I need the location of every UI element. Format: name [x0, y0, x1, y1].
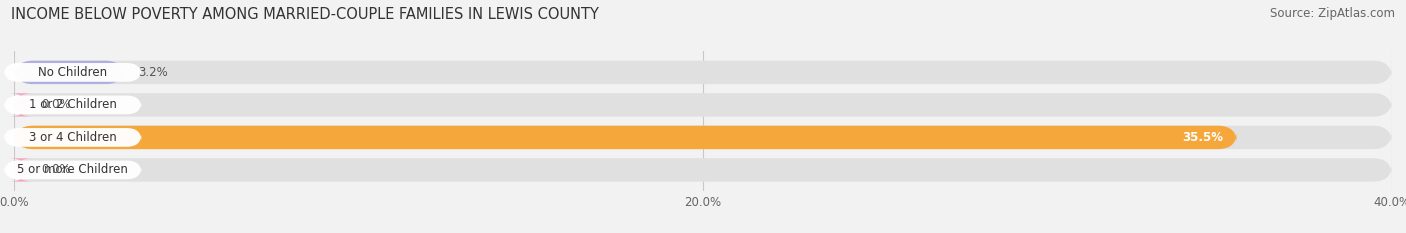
- FancyBboxPatch shape: [4, 63, 142, 82]
- Text: 0.0%: 0.0%: [42, 163, 72, 176]
- Text: 3 or 4 Children: 3 or 4 Children: [28, 131, 117, 144]
- Text: No Children: No Children: [38, 66, 107, 79]
- Text: 0.0%: 0.0%: [42, 98, 72, 111]
- FancyBboxPatch shape: [14, 61, 124, 84]
- FancyBboxPatch shape: [14, 158, 1392, 182]
- FancyBboxPatch shape: [4, 161, 142, 179]
- Text: 1 or 2 Children: 1 or 2 Children: [28, 98, 117, 111]
- FancyBboxPatch shape: [8, 93, 32, 116]
- FancyBboxPatch shape: [4, 128, 142, 147]
- Text: 35.5%: 35.5%: [1182, 131, 1223, 144]
- Text: INCOME BELOW POVERTY AMONG MARRIED-COUPLE FAMILIES IN LEWIS COUNTY: INCOME BELOW POVERTY AMONG MARRIED-COUPL…: [11, 7, 599, 22]
- FancyBboxPatch shape: [14, 93, 1392, 116]
- FancyBboxPatch shape: [14, 126, 1392, 149]
- Text: 3.2%: 3.2%: [138, 66, 167, 79]
- Text: Source: ZipAtlas.com: Source: ZipAtlas.com: [1270, 7, 1395, 20]
- FancyBboxPatch shape: [14, 61, 1392, 84]
- Text: 5 or more Children: 5 or more Children: [17, 163, 128, 176]
- FancyBboxPatch shape: [4, 96, 142, 114]
- FancyBboxPatch shape: [14, 126, 1237, 149]
- FancyBboxPatch shape: [8, 158, 32, 182]
